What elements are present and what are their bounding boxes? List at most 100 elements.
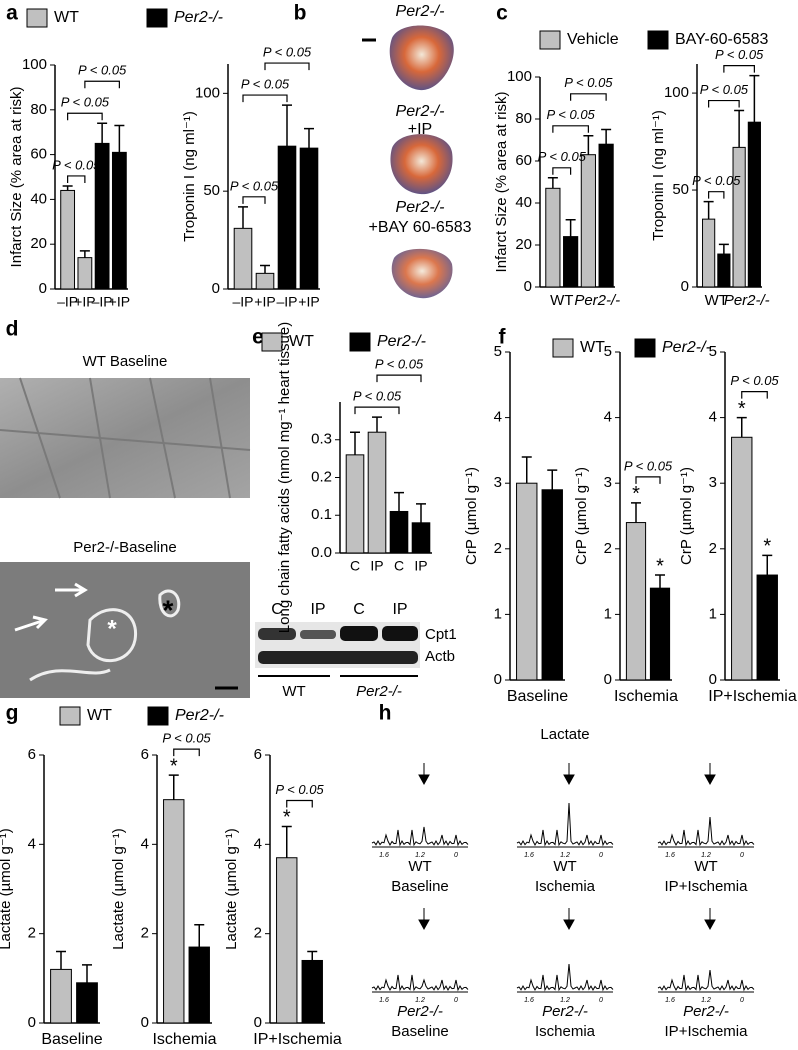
p-value-label: P < 0.05: [692, 173, 741, 188]
y-tick-label: 3: [494, 474, 502, 491]
genotype-label: Per2-/-: [683, 1003, 729, 1020]
bar: [545, 187, 561, 288]
significance-marker: *: [170, 755, 178, 777]
error-bar: [282, 104, 292, 147]
x-tick-label: –IP: [57, 294, 78, 310]
y-tick-label: 4: [28, 835, 36, 852]
legend-swatch: [261, 332, 283, 352]
bar: [77, 257, 93, 290]
error-bar: [565, 219, 576, 237]
error-bar: [718, 243, 729, 255]
arrow: [563, 763, 575, 786]
lane-label: C: [353, 601, 365, 618]
y-axis-label: Lactate (µmol g⁻¹): [223, 828, 240, 950]
p-value-label: P < 0.05: [715, 47, 764, 62]
y-tick-label: 5: [709, 343, 717, 360]
x-axis-label: Baseline: [507, 688, 568, 705]
condition-label: Baseline: [391, 1023, 449, 1040]
y-tick-label: 0.0: [311, 544, 332, 561]
condition-label: Baseline: [391, 878, 449, 895]
arrow: [55, 582, 88, 598]
y-tick-label: 3: [709, 474, 717, 491]
y-tick-label: 4: [604, 409, 612, 426]
y-axis-label: Long chain fatty acids (nmol mg⁻¹ heart …: [276, 322, 293, 633]
condition-label: Ischemia: [535, 1023, 596, 1040]
bar: [255, 272, 275, 290]
y-tick-label: 2: [141, 925, 149, 942]
band: [382, 626, 418, 641]
y-tick-label: 6: [254, 746, 262, 763]
bar: [76, 982, 98, 1024]
x-axis-label: Baseline: [41, 1031, 102, 1048]
error-bar: [547, 469, 558, 490]
spectrum-tick-label: 1.6: [379, 997, 389, 1004]
y-tick-label: 60: [515, 152, 532, 169]
legend-swatch: [552, 338, 574, 358]
image-marker: *: [107, 615, 117, 642]
micrograph: [0, 562, 250, 698]
y-tick-label: 20: [515, 236, 532, 253]
bar: [516, 482, 538, 681]
p-value-label: P < 0.05: [624, 458, 673, 473]
spectrum-tick-label: 1.2: [560, 997, 570, 1004]
genotype-label: WT: [694, 858, 717, 875]
y-axis-label: Troponin I (ng ml⁻¹): [181, 111, 198, 242]
spectrum-tick-label: 0: [454, 852, 458, 859]
y-tick-label: 0.2: [311, 468, 332, 485]
significance-marker: *: [738, 398, 746, 420]
spectrum-tick-label: 1.2: [415, 852, 425, 859]
spectrum-tick-label: 1.2: [560, 852, 570, 859]
y-tick-label: 6: [28, 746, 36, 763]
spectrum: [516, 963, 614, 992]
error-bar: [62, 185, 73, 191]
panel-letter: c: [496, 2, 508, 25]
y-tick-label: 100: [664, 84, 689, 101]
y-tick-label: 0: [604, 671, 612, 688]
y-tick-label: 4: [709, 409, 717, 426]
error-bar: [372, 416, 382, 433]
legend-label: Vehicle: [567, 31, 619, 48]
band-label: Actb: [425, 648, 455, 665]
lane-label: IP: [310, 601, 325, 618]
image-title: Per2-/-Baseline: [73, 539, 176, 556]
error-bar: [734, 109, 745, 148]
legend-swatch: [539, 30, 561, 50]
legend-swatch: [634, 338, 656, 358]
bar: [580, 154, 596, 288]
spectrum-tick-label: 0: [740, 852, 744, 859]
condition-label: IP+Ischemia: [665, 878, 749, 895]
legend-label: Per2-/-: [174, 9, 223, 26]
micrograph: [0, 378, 250, 498]
y-tick-label: 0: [681, 278, 689, 295]
error-bar: [631, 502, 641, 523]
y-axis-label: CrP (µmol g⁻¹): [463, 467, 480, 565]
p-value-label: P < 0.05: [275, 782, 324, 797]
spectrum: [657, 816, 755, 847]
bar: [717, 253, 731, 288]
error-bar: [79, 250, 90, 258]
arrow: [418, 763, 430, 786]
bracket: [67, 112, 103, 121]
x-tick-label: +IP: [109, 294, 130, 310]
y-tick-label: 1: [709, 605, 717, 622]
legend-label: Per2-/-: [377, 333, 426, 350]
error-bar: [736, 416, 747, 438]
x-tick-label: C: [350, 558, 360, 574]
y-axis-label: Lactate (µmol g⁻¹): [0, 828, 14, 950]
bar: [60, 189, 76, 290]
panel-letter: e: [252, 326, 264, 349]
y-tick-label: 2: [494, 540, 502, 557]
bracket: [552, 167, 572, 175]
y-axis-label: CrP (µmol g⁻¹): [573, 467, 590, 565]
y-axis-label: Troponin I (ng ml⁻¹): [650, 110, 667, 241]
y-tick-label: 3: [604, 474, 612, 491]
arrow: [563, 908, 575, 931]
condition-label: Per2-/-: [396, 103, 445, 120]
error-bar: [749, 74, 760, 123]
image-title: WT Baseline: [83, 353, 168, 370]
p-value-label: P < 0.05: [546, 107, 595, 122]
condition-label: IP+Ischemia: [665, 1023, 749, 1040]
spectrum: [371, 974, 469, 992]
y-tick-label: 80: [30, 101, 47, 118]
